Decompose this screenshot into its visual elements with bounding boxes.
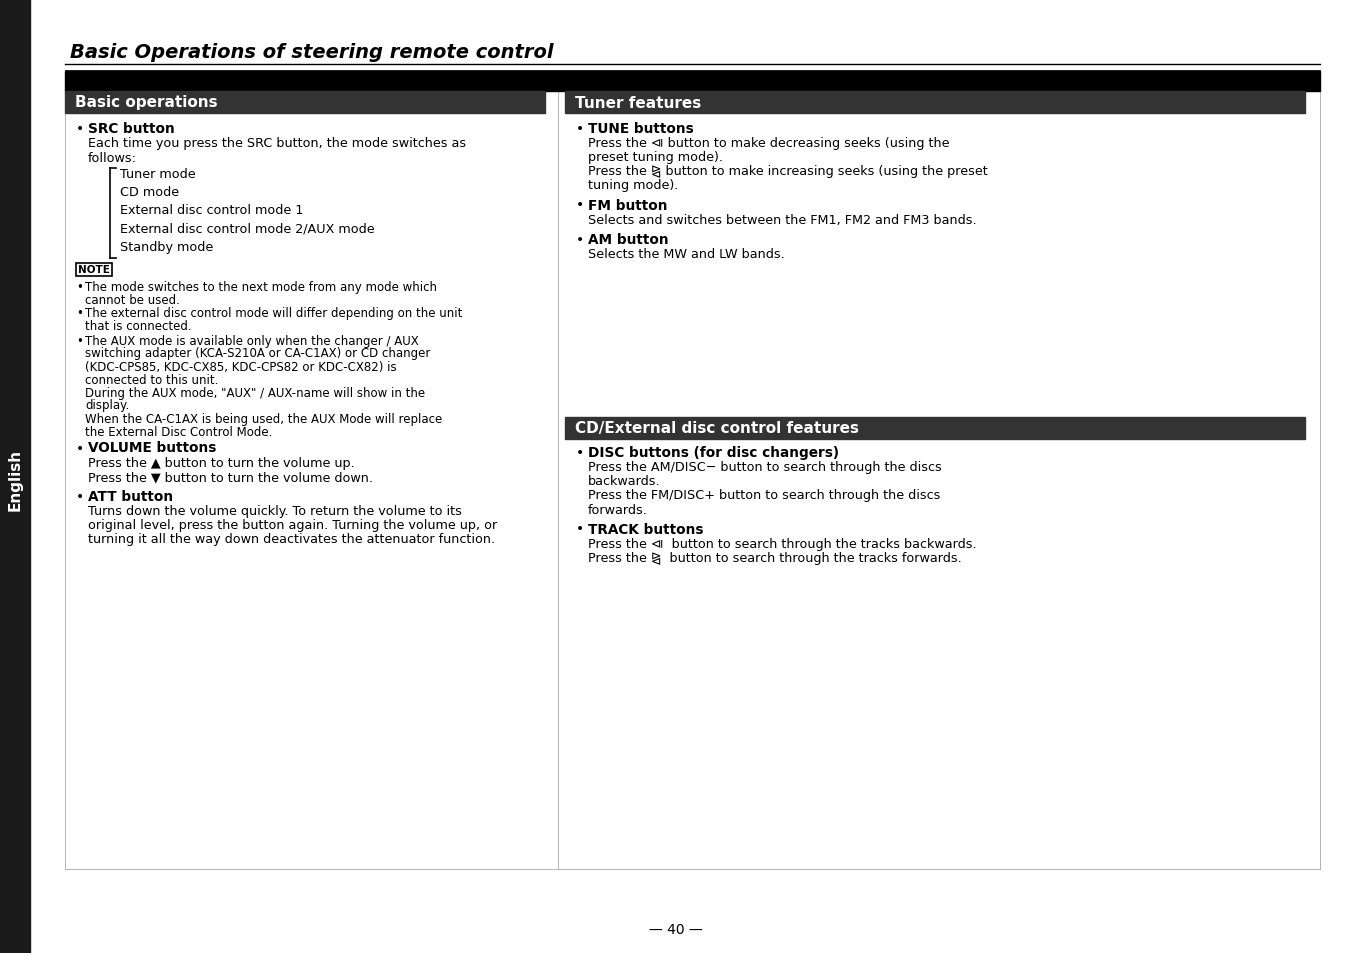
- Text: Selects and switches between the FM1, FM2 and FM3 bands.: Selects and switches between the FM1, FM…: [588, 213, 976, 227]
- Text: •: •: [76, 122, 84, 136]
- Text: •: •: [576, 233, 584, 247]
- Text: •: •: [576, 522, 584, 536]
- Text: TUNE buttons: TUNE buttons: [588, 122, 694, 136]
- Text: tuning mode).: tuning mode).: [588, 179, 679, 193]
- Text: •: •: [76, 280, 82, 294]
- Text: AM button: AM button: [588, 233, 669, 247]
- Bar: [0, 0, 30, 953]
- Text: When the CA-C1AX is being used, the AUX Mode will replace: When the CA-C1AX is being used, the AUX …: [85, 412, 442, 425]
- Text: Basic Operations of steering remote control: Basic Operations of steering remote cont…: [70, 43, 553, 61]
- Text: Tuner mode: Tuner mode: [120, 169, 196, 181]
- Text: Turns down the volume quickly. To return the volume to its: Turns down the volume quickly. To return…: [88, 505, 462, 518]
- Text: Standby mode: Standby mode: [120, 240, 214, 253]
- Text: — 40 —: — 40 —: [649, 923, 703, 936]
- Text: connected to this unit.: connected to this unit.: [85, 374, 219, 386]
- Text: preset tuning mode).: preset tuning mode).: [588, 152, 723, 164]
- Text: TRACK buttons: TRACK buttons: [588, 522, 703, 536]
- Text: •: •: [576, 446, 584, 459]
- Text: the External Disc Control Mode.: the External Disc Control Mode.: [85, 425, 272, 438]
- Text: VOLUME buttons: VOLUME buttons: [88, 441, 216, 455]
- Text: original level, press the button again. Turning the volume up, or: original level, press the button again. …: [88, 519, 498, 532]
- Text: •: •: [576, 198, 584, 213]
- Text: Press the FM/DISC+ button to search through the discs: Press the FM/DISC+ button to search thro…: [588, 489, 941, 502]
- Text: Tuner features: Tuner features: [575, 95, 702, 111]
- Text: Press the ▼ button to turn the volume down.: Press the ▼ button to turn the volume do…: [88, 471, 373, 483]
- Bar: [76, 263, 112, 276]
- Text: backwards.: backwards.: [588, 475, 661, 488]
- Text: Press the ▲ button to turn the volume up.: Press the ▲ button to turn the volume up…: [88, 456, 354, 470]
- Text: During the AUX mode, "AUX" / AUX-name will show in the: During the AUX mode, "AUX" / AUX-name wi…: [85, 386, 425, 399]
- Text: External disc control mode 1: External disc control mode 1: [120, 204, 303, 217]
- Bar: [65, 71, 1320, 91]
- Text: display.: display.: [85, 399, 130, 412]
- Text: FM button: FM button: [588, 198, 668, 213]
- Text: DISC buttons (for disc changers): DISC buttons (for disc changers): [588, 446, 840, 459]
- Text: •: •: [76, 490, 84, 503]
- Bar: [565, 417, 1305, 439]
- Text: •: •: [76, 307, 82, 320]
- Text: NOTE: NOTE: [78, 265, 110, 274]
- Text: Press the ⧎ button to make increasing seeks (using the preset: Press the ⧎ button to make increasing se…: [588, 165, 988, 178]
- Text: follows:: follows:: [88, 152, 137, 164]
- Text: CD/External disc control features: CD/External disc control features: [575, 421, 859, 436]
- Text: ATT button: ATT button: [88, 490, 173, 503]
- Text: CD mode: CD mode: [120, 186, 178, 199]
- Text: that is connected.: that is connected.: [85, 320, 192, 334]
- Text: •: •: [76, 335, 82, 347]
- Text: Each time you press the SRC button, the mode switches as: Each time you press the SRC button, the …: [88, 137, 466, 151]
- Text: Press the ⧎  button to search through the tracks forwards.: Press the ⧎ button to search through the…: [588, 552, 961, 564]
- Text: (KDC-CPS85, KDC-CX85, KDC-CPS82 or KDC-CX82) is: (KDC-CPS85, KDC-CX85, KDC-CPS82 or KDC-C…: [85, 360, 396, 374]
- Text: Basic operations: Basic operations: [74, 95, 218, 111]
- Text: cannot be used.: cannot be used.: [85, 294, 180, 306]
- Text: External disc control mode 2/AUX mode: External disc control mode 2/AUX mode: [120, 222, 375, 235]
- Text: English: English: [8, 449, 23, 511]
- Text: •: •: [76, 441, 84, 455]
- Text: •: •: [576, 122, 584, 136]
- Text: turning it all the way down deactivates the attenuator function.: turning it all the way down deactivates …: [88, 533, 495, 546]
- Text: SRC button: SRC button: [88, 122, 174, 136]
- Text: The AUX mode is available only when the changer / AUX: The AUX mode is available only when the …: [85, 335, 419, 347]
- Bar: [565, 91, 1305, 113]
- Text: forwards.: forwards.: [588, 503, 648, 516]
- Text: Press the ⧏  button to search through the tracks backwards.: Press the ⧏ button to search through the…: [588, 537, 976, 551]
- Text: Press the ⧏ button to make decreasing seeks (using the: Press the ⧏ button to make decreasing se…: [588, 137, 949, 151]
- Text: Selects the MW and LW bands.: Selects the MW and LW bands.: [588, 248, 784, 261]
- Text: The external disc control mode will differ depending on the unit: The external disc control mode will diff…: [85, 307, 462, 320]
- Text: switching adapter (KCA-S210A or CA-C1AX) or CD changer: switching adapter (KCA-S210A or CA-C1AX)…: [85, 347, 430, 360]
- Bar: [65, 91, 545, 113]
- Text: The mode switches to the next mode from any mode which: The mode switches to the next mode from …: [85, 280, 437, 294]
- Text: Press the AM/DISC− button to search through the discs: Press the AM/DISC− button to search thro…: [588, 461, 942, 474]
